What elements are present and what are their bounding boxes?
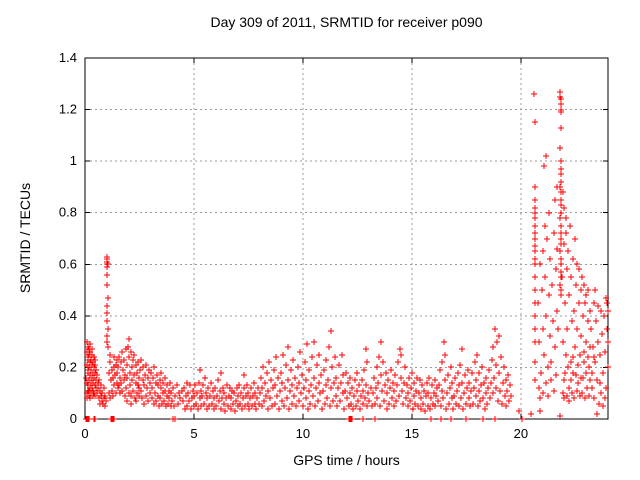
y-tick-label: 0.2 [59,359,77,374]
y-tick-label: 0.4 [59,308,77,323]
x-axis-label: GPS time / hours [293,452,400,468]
data-points [83,89,611,422]
x-tick-label: 5 [190,426,197,441]
x-tick-label: 15 [405,426,419,441]
y-tick-label: 1.4 [59,50,77,65]
x-tick-label: 0 [81,426,88,441]
x-tick-label: 10 [296,426,310,441]
chart-title: Day 309 of 2011, SRMTID for receiver p09… [210,14,483,30]
y-tick-label: 0.8 [59,205,77,220]
y-tick-label: 1 [70,153,77,168]
plot-border [84,57,609,420]
y-tick-label: 0 [70,411,77,426]
x-tick-label: 20 [514,426,528,441]
y-tick-label: 1.2 [59,102,77,117]
y-tick-label: 0.6 [59,256,77,271]
